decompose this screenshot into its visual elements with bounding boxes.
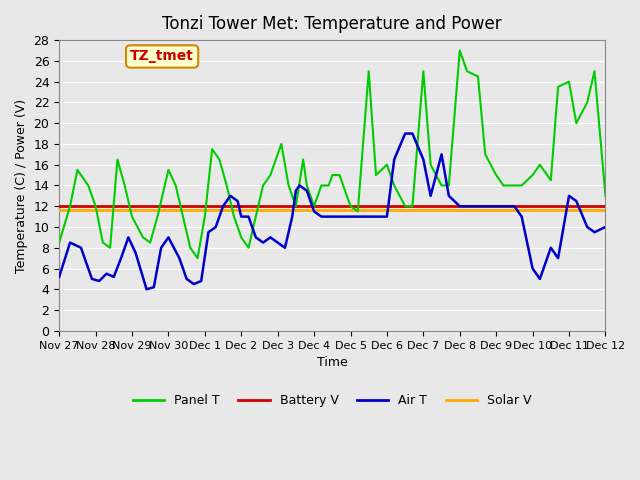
Legend: Panel T, Battery V, Air T, Solar V: Panel T, Battery V, Air T, Solar V [128,389,537,412]
X-axis label: Time: Time [317,356,348,369]
Y-axis label: Temperature (C) / Power (V): Temperature (C) / Power (V) [15,98,28,273]
Text: TZ_tmet: TZ_tmet [130,49,194,63]
Title: Tonzi Tower Met: Temperature and Power: Tonzi Tower Met: Temperature and Power [163,15,502,33]
